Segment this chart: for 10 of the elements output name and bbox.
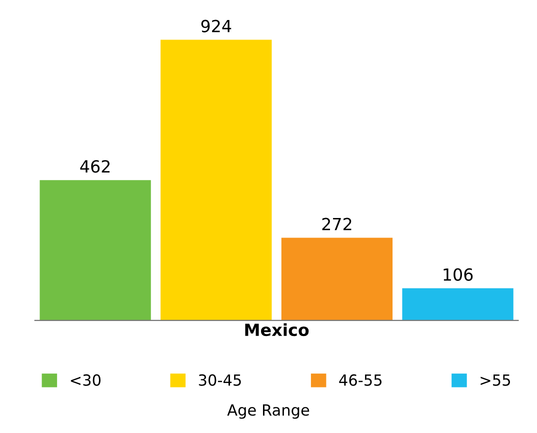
legend-label: >55 (480, 374, 510, 386)
legend-title: Age Range (227, 404, 310, 419)
data-label: 924 (201, 20, 232, 32)
data-label: 462 (80, 160, 110, 173)
legend-label: 30-45 (198, 374, 241, 386)
data-label: 106 (444, 268, 473, 281)
x-axis-title: Mexico (245, 323, 309, 336)
legend-label: <30 (70, 374, 101, 386)
data-label: 272 (322, 218, 352, 230)
legend-label: 46-55 (339, 374, 382, 386)
